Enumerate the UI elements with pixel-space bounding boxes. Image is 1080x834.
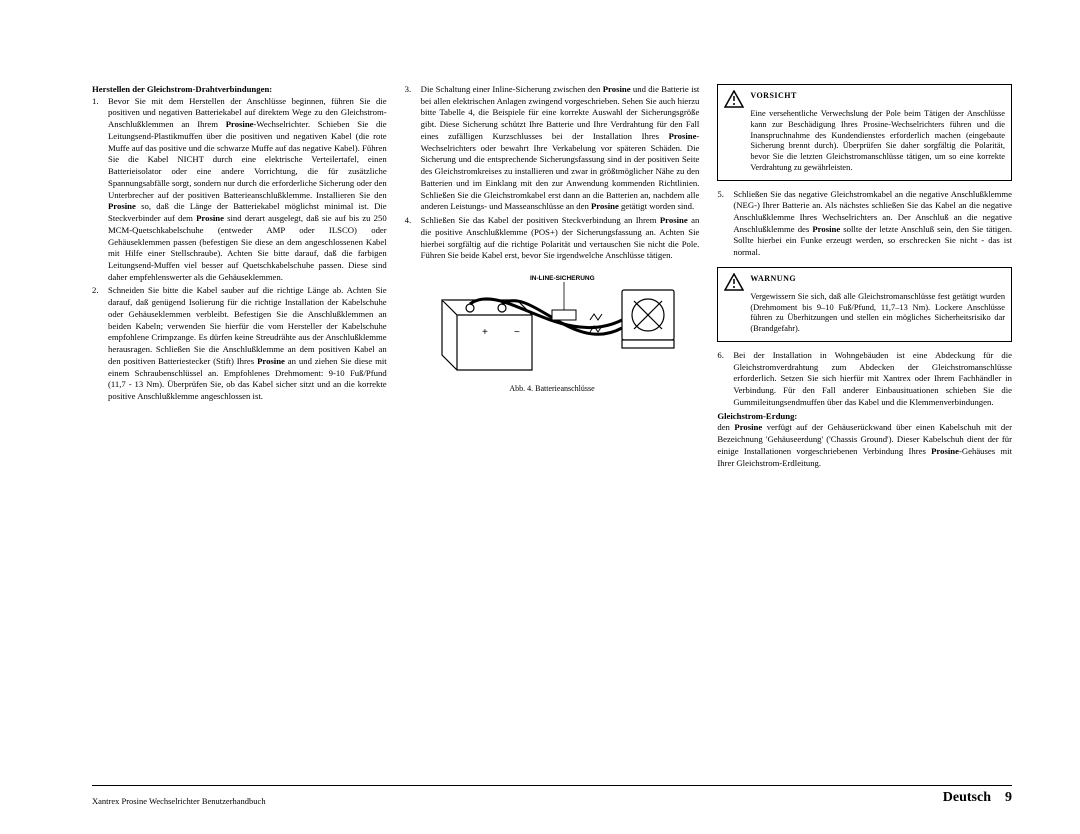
ordered-list-col1: 1. Bevor Sie mit dem Herstellen der Ansc… [92,96,387,403]
page-footer: Xantrex Prosine Wechselrichter Benutzerh… [92,785,1012,806]
footer-right: Deutsch 9 [943,790,1012,806]
caution-box-warnung: WARNUNG Vergewissern Sie sich, daß alle … [717,267,1012,342]
svg-text:−: − [514,327,520,338]
figure-label: IN-LINE-SICHERUNG [530,275,595,282]
item-text: Schneiden Sie bitte die Kabel sauber auf… [108,285,387,401]
svg-text:+: + [482,327,488,338]
warning-body: Vergewissern Sie sich, daß alle Gleichst… [724,292,1005,335]
columns-container: Herstellen der Gleichstrom-Drahtverbindu… [92,84,1012,469]
warning-header: VORSICHT [724,90,1005,108]
grounding-paragraph: den Prosine verfügt auf der Gehäuserückw… [717,422,1012,469]
warning-header: WARNUNG [724,273,1005,291]
item-text: Die Schaltung einer Inline-Sicherung zwi… [421,84,700,211]
warning-body: Eine versehentliche Verwechslung der Pol… [724,109,1005,174]
warning-label: VORSICHT [750,90,797,101]
list-item-2: 2. Schneiden Sie bitte die Kabel sauber … [92,285,387,402]
column-3: VORSICHT Eine versehentliche Verwechslun… [717,84,1012,469]
item-number: 5. [717,189,724,201]
list-item-5: 5. Schließen Sie das negative Gleichstro… [717,189,1012,259]
section-heading: Herstellen der Gleichstrom-Drahtverbindu… [92,84,387,96]
warning-triangle-icon [724,273,744,291]
item-number: 1. [92,96,99,108]
item-text: Schließen Sie das Kabel der positiven St… [421,215,700,260]
caution-box-vorsicht: VORSICHT Eine versehentliche Verwechslun… [717,84,1012,181]
item-number: 6. [717,350,724,362]
item-text: Bevor Sie mit dem Herstellen der Anschlü… [108,96,387,282]
battery-diagram-svg: + − I [422,270,682,380]
warning-label: WARNUNG [750,273,796,284]
ordered-list-col3b: 6. Bei der Installation in Wohngebäuden … [717,350,1012,409]
item-number: 4. [405,215,412,227]
column-1: Herstellen der Gleichstrom-Drahtverbindu… [92,84,387,469]
figure-battery-connections: + − I [405,270,700,395]
list-item-1: 1. Bevor Sie mit dem Herstellen der Ansc… [92,96,387,284]
footer-title: Xantrex Prosine Wechselrichter Benutzerh… [92,796,266,806]
section-heading-grounding: Gleichstrom-Erdung: [717,411,1012,423]
warning-triangle-icon [724,90,744,108]
ordered-list-col2: 3. Die Schaltung einer Inline-Sicherung … [405,84,700,262]
list-item-4: 4. Schließen Sie das Kabel der positiven… [405,215,700,262]
page-number: 9 [1005,790,1012,806]
item-text: Bei der Installation in Wohngebäuden ist… [733,350,1012,407]
list-item-3: 3. Die Schaltung einer Inline-Sicherung … [405,84,700,213]
figure-caption: Abb. 4. Batterieanschlüsse [405,384,700,395]
item-text: Schließen Sie das negative Gleichstromka… [733,189,1012,258]
item-number: 2. [92,285,99,297]
column-2: 3. Die Schaltung einer Inline-Sicherung … [405,84,700,469]
footer-language: Deutsch [943,790,991,806]
ordered-list-col3a: 5. Schließen Sie das negative Gleichstro… [717,189,1012,259]
item-number: 3. [405,84,412,96]
list-item-6: 6. Bei der Installation in Wohngebäuden … [717,350,1012,409]
page: Herstellen der Gleichstrom-Drahtverbindu… [0,0,1080,499]
